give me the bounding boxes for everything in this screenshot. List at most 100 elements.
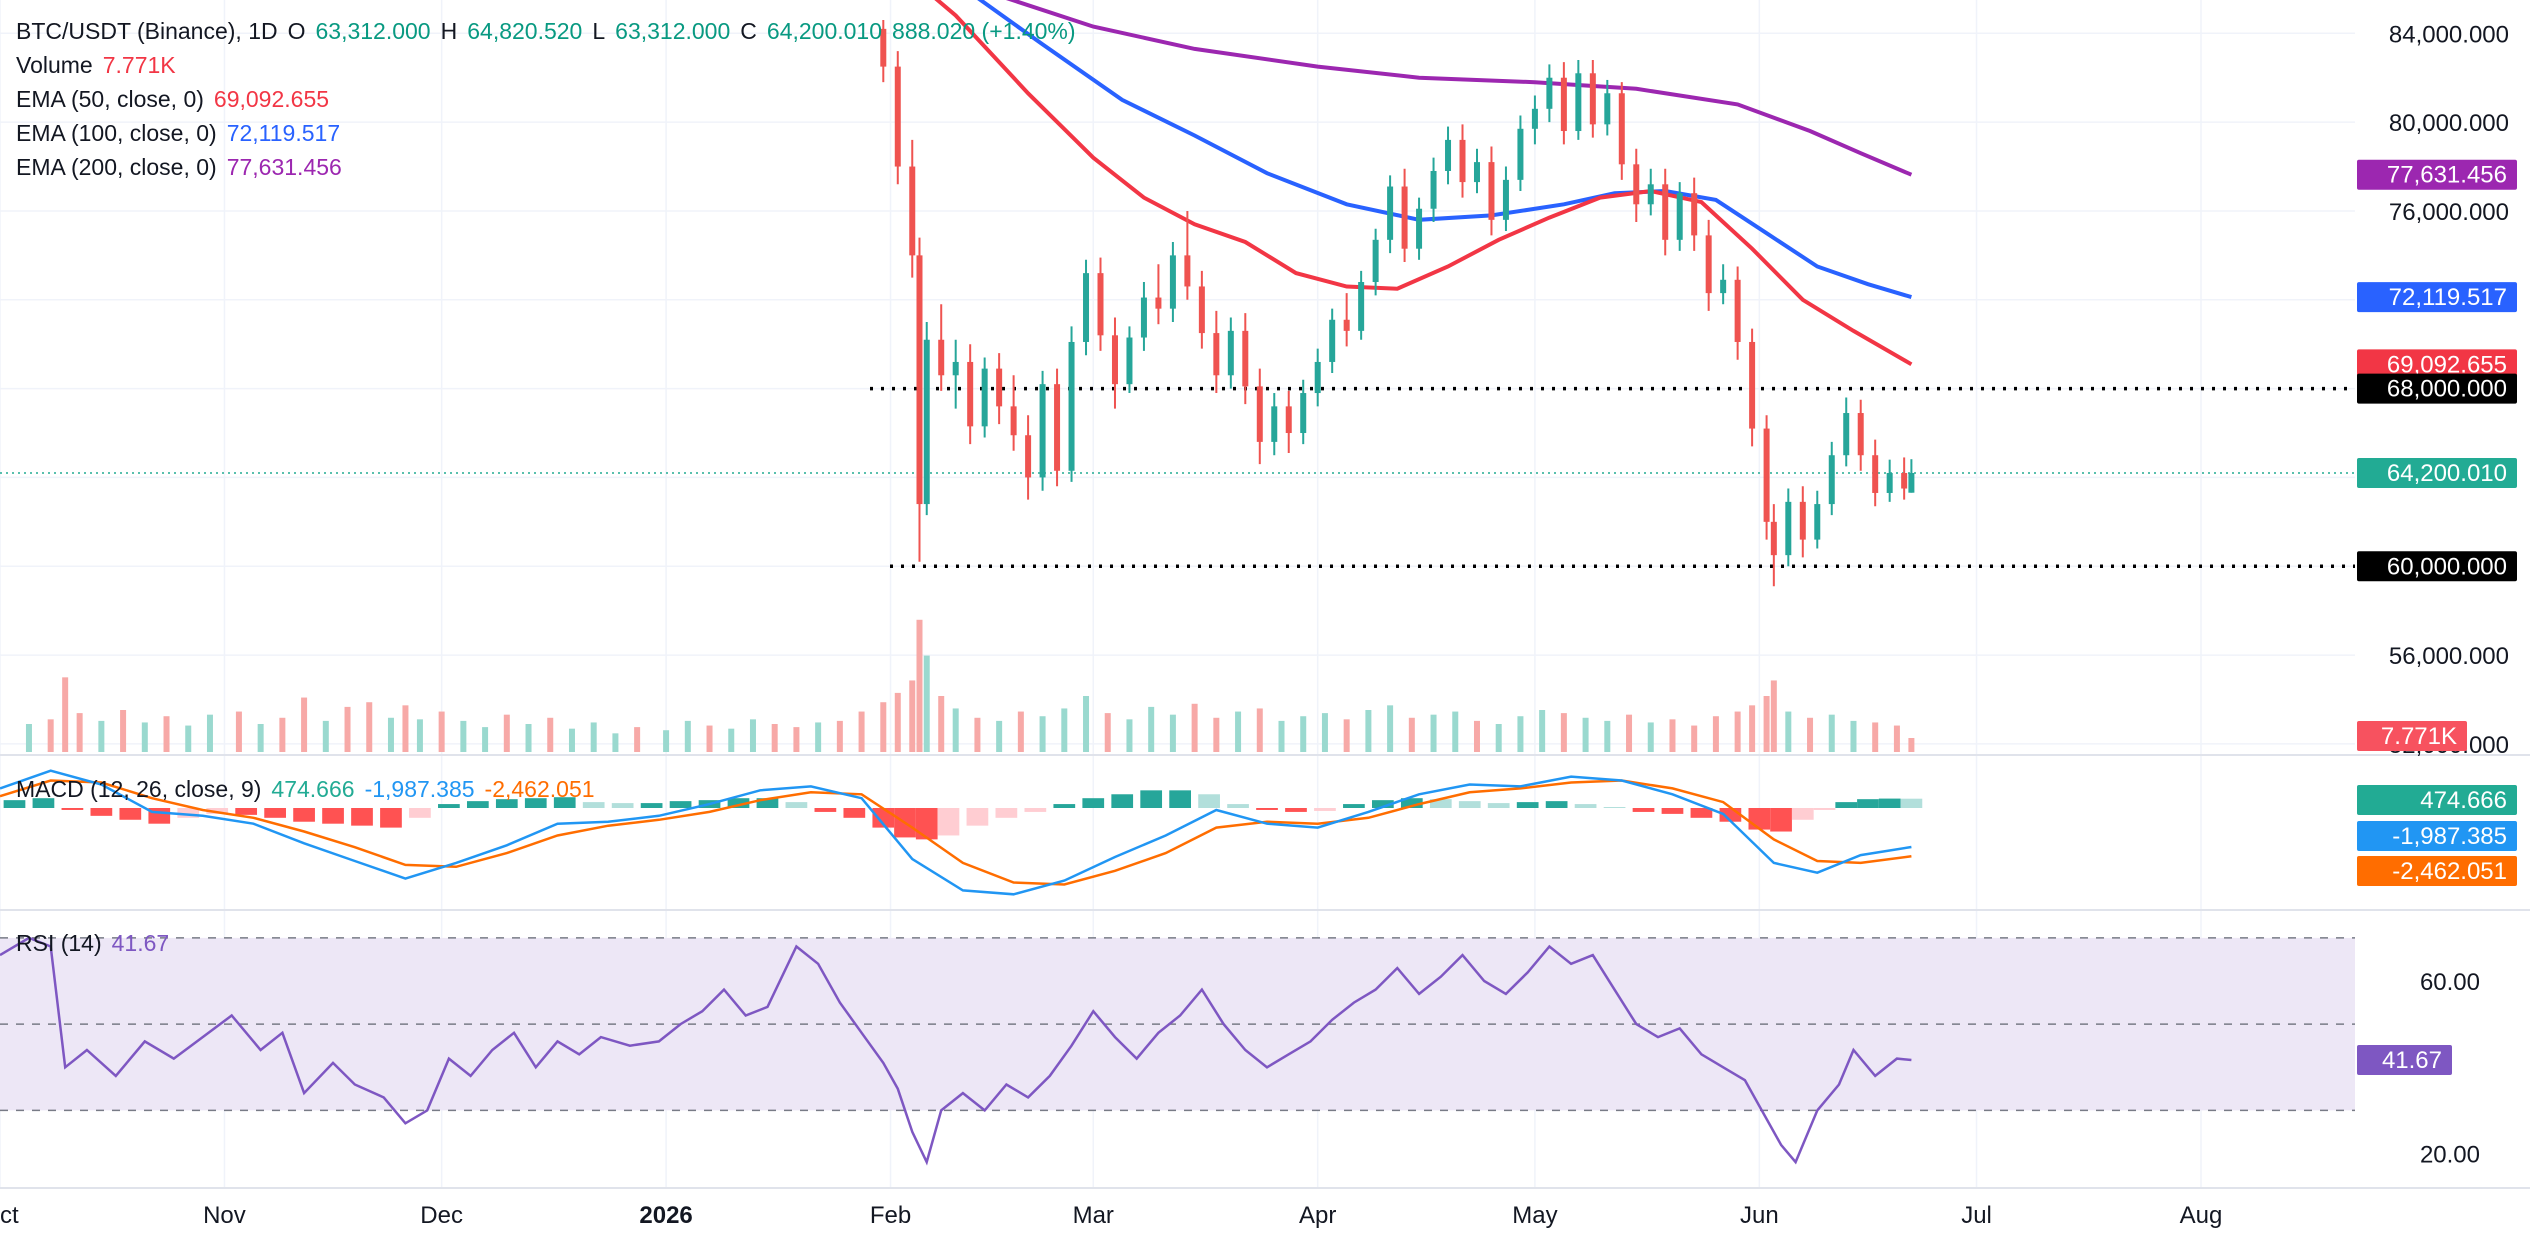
ema50-legend-row[interactable]: EMA (50, close, 0) 69,092.655 — [16, 82, 339, 116]
macd-histogram-bar — [966, 808, 989, 826]
macd-histogram-bar — [582, 802, 605, 808]
volume-bar — [1169, 714, 1176, 752]
macd-badge: -1,987.385 — [2357, 821, 2517, 851]
volume-legend-row[interactable]: Volume 7.771K — [16, 48, 186, 82]
macd-badge-bg — [2357, 821, 2517, 851]
candle-body — [952, 361, 959, 376]
volume-bar — [1647, 722, 1654, 752]
volume-bar — [163, 716, 170, 752]
volume-bar — [612, 733, 619, 752]
candle-body — [1039, 384, 1046, 478]
macd-histogram-bar — [119, 808, 142, 820]
pane-separators[interactable] — [0, 754, 2530, 1189]
volume-bar — [185, 725, 192, 752]
volume-bar — [1807, 717, 1814, 752]
macd-legend-row[interactable]: MACD (12, 26, close, 9) 474.666 -1,987.385… — [16, 772, 605, 806]
candle-body — [923, 339, 930, 505]
volume-bar — [1473, 720, 1480, 752]
candle-body — [1531, 108, 1538, 129]
candle-body — [1300, 393, 1307, 434]
volume-bar — [916, 619, 923, 752]
candle-body — [1662, 184, 1669, 240]
candle-body — [1785, 501, 1792, 556]
candle-body — [1140, 297, 1147, 338]
rsi-badge-bg — [2357, 1045, 2452, 1076]
macd-badge-text: -1,987.385 — [2392, 823, 2507, 850]
macd-histogram-bar — [3, 800, 26, 808]
time-tick-label: Jul — [1961, 1202, 1992, 1229]
macd-histogram-bar — [90, 808, 113, 816]
macd-histogram-bar — [669, 801, 692, 808]
time-tick-label: Mar — [1073, 1202, 1114, 1229]
macd-histogram-bar — [1690, 808, 1713, 818]
price-badge: 60,000.000 — [2357, 551, 2517, 582]
volume-bar — [1517, 716, 1524, 752]
macd-line-value: -1,987.385 — [364, 776, 475, 802]
macd-histogram-bar — [61, 808, 84, 810]
volume-bar — [387, 717, 394, 752]
volume-bar — [974, 717, 981, 752]
volume-bar — [1213, 717, 1220, 752]
candle-body — [981, 368, 988, 427]
macd-histogram-bar — [1748, 808, 1771, 830]
symbol-label[interactable]: BTC/USDT (Binance), 1D — [16, 18, 278, 44]
rsi-legend-row[interactable]: RSI (14) 41.67 — [16, 926, 179, 960]
time-tick-label: Aug — [2180, 1202, 2223, 1229]
volume-bar — [1770, 680, 1777, 752]
candle-body — [1401, 186, 1408, 249]
volume-bar — [547, 717, 554, 752]
volume-bar — [590, 722, 597, 752]
volume-bar — [663, 730, 670, 752]
price-axis[interactable]: 84,000.000 80,000.000 76,000.000 56,000.000… — [2389, 21, 2509, 1168]
macd-histogram-bar — [1314, 808, 1336, 811]
candle-body — [894, 66, 901, 167]
ema100-legend-row[interactable]: EMA (100, close, 0) 72,119.517 — [16, 116, 350, 150]
macd-badge-bg — [2357, 785, 2517, 815]
candle-body — [1372, 239, 1379, 283]
price-badge-text: 77,631.456 — [2387, 162, 2507, 189]
macd-histogram-bar — [553, 797, 576, 808]
volume-bar — [1452, 711, 1459, 752]
volume-bar — [1560, 713, 1567, 752]
candle-body — [1604, 93, 1611, 125]
macd-histogram-bar — [495, 799, 518, 808]
ohlc-change: 888.020 (+1.40%) — [892, 18, 1076, 44]
volume-badge: 7.771K — [2357, 721, 2467, 751]
candle-body — [1184, 255, 1191, 287]
ema200-legend-row[interactable]: EMA (200, close, 0) 77,631.456 — [16, 150, 352, 184]
price-tick-label: 56,000.000 — [2389, 643, 2509, 670]
volume-bar — [880, 702, 887, 752]
volume-bar — [1691, 725, 1698, 752]
volume-bar — [503, 714, 510, 752]
macd-histogram-bar — [1169, 790, 1192, 808]
candle-body — [967, 361, 974, 427]
candle-body — [1763, 428, 1770, 522]
horizontal-levels[interactable] — [0, 386, 2355, 568]
macd-histogram-bar — [322, 808, 344, 824]
volume-bar — [301, 697, 308, 752]
macd-histogram-bar — [1343, 804, 1365, 808]
volume-bar — [1017, 711, 1024, 752]
macd-histogram-bar — [1813, 808, 1836, 810]
volume-bar — [1763, 696, 1770, 752]
macd-histogram-bar — [1857, 799, 1879, 808]
price-badge-text: 64,200.010 — [2387, 460, 2507, 487]
volume-bar — [1061, 708, 1068, 752]
volume-bar — [525, 724, 532, 752]
macd-histogram-bar — [727, 798, 750, 808]
macd-histogram-bar — [177, 808, 200, 818]
volume-bar — [836, 720, 843, 752]
candle-body — [1416, 208, 1423, 249]
time-axis[interactable]: Oct Nov Dec 2026 Feb Mar Apr May Jun Jul Aug — [0, 1202, 2222, 1229]
macd-badge-bg — [2357, 856, 2517, 886]
candle-body — [1343, 319, 1350, 331]
volume-bar — [235, 711, 242, 752]
volume-bar — [344, 706, 351, 752]
price-badge: 68,000.000 — [2357, 373, 2517, 404]
macd-histogram-bar — [995, 808, 1018, 818]
volume-bar — [1785, 711, 1792, 752]
time-tick-label: Feb — [870, 1202, 911, 1229]
symbol-legend-row[interactable]: BTC/USDT (Binance), 1D O 63,312.000 H 64,820… — [16, 14, 1096, 48]
